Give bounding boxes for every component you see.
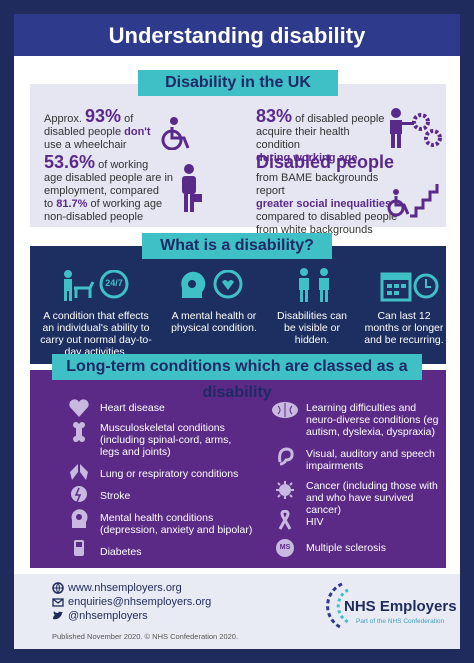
disability-definition-4: Can last 12 months or longer and be recu… <box>364 310 444 346</box>
stat-emphasis: don't <box>124 126 151 138</box>
stat-value: 93% <box>84 106 122 126</box>
stat-employment: 53.6% of working age disabled people are… <box>44 153 174 224</box>
mental-physical-icon <box>181 270 243 299</box>
stat-text: to <box>44 198 54 210</box>
infographic-card: Understanding disability Approx. 93% of … <box>14 14 460 649</box>
condition-mental-health: Mental health conditions (depression, an… <box>100 512 253 536</box>
stat-text: of <box>124 113 134 125</box>
condition-cancer: Cancer (including those with and who hav… <box>306 480 438 516</box>
disability-definition-2: A mental health or physical condition. <box>171 310 257 334</box>
stat-text: non-disabled people <box>44 211 144 223</box>
stat-text: from BAME backgrounds report <box>256 172 379 197</box>
condition-lung: Lung or respiratory conditions <box>100 468 239 480</box>
what-is-disability-banner: What is a disability? <box>142 233 332 259</box>
stat-text: use a wheelchair <box>44 139 127 151</box>
ms-badge-label: MS <box>279 544 291 551</box>
condition-learning-difficulties: Learning difficulties and neuro-diverse … <box>306 402 439 438</box>
stat-text: age disabled people are in <box>44 172 174 184</box>
calendar-clock-icon <box>380 272 439 302</box>
brain-icon <box>272 402 298 418</box>
bone-icon <box>73 422 85 442</box>
ear-icon <box>278 447 294 466</box>
conditions-panel: Heart disease Musculoskeletal conditions… <box>30 370 446 568</box>
ribbon-icon <box>278 510 292 530</box>
title-bar: Understanding disability <box>14 14 460 56</box>
person-briefcase-icon <box>182 164 202 212</box>
footer: www.nhsemployers.org enquiries@nhsemploy… <box>14 574 460 649</box>
clock-label: 24/7 <box>105 278 123 288</box>
lungs-icon <box>70 464 88 480</box>
condition-heart-disease: Heart disease <box>100 402 165 414</box>
heart-icon <box>69 399 89 417</box>
stat-bame: Disabled people from BAME backgrounds re… <box>256 153 406 237</box>
ms-badge-icon <box>276 539 294 557</box>
wheelchair-stairs-icon <box>387 184 439 218</box>
disability-uk-banner: Disability in the UK <box>138 70 338 96</box>
condition-musculoskeletal: Musculoskeletal conditions (including sp… <box>100 422 232 458</box>
people-icon <box>299 268 329 302</box>
stat-text: employment, compared <box>44 185 159 197</box>
stat-emphasis: greater social inequalities <box>256 198 392 210</box>
cancer-cell-icon <box>276 481 294 499</box>
stat-value: 83% <box>256 106 293 126</box>
stat-text: of working age <box>90 198 163 210</box>
footer-email-link[interactable]: enquiries@nhsemployers.org <box>68 596 212 608</box>
stat-emphasis: 81.7% <box>56 198 88 210</box>
stat-working-age: 83% of disabled people acquire their hea… <box>256 107 396 165</box>
footer-website-link[interactable]: www.nhsemployers.org <box>68 582 182 594</box>
condition-sensory-impairments: Visual, auditory and speech impairments <box>306 448 435 472</box>
wheelchair-icon <box>161 117 190 150</box>
condition-hiv: HIV <box>306 516 324 528</box>
twitter-icon <box>53 611 63 620</box>
condition-stroke: Stroke <box>100 490 131 502</box>
stat-emphasis: during working age <box>256 152 358 164</box>
stat-text: compared to disabled people <box>256 211 398 223</box>
disability-uk-panel: Approx. 93% of disabled people don't use… <box>30 84 446 236</box>
stat-text: disabled people <box>44 126 122 138</box>
footer-twitter-link[interactable]: @nhsemployers <box>68 610 148 622</box>
stat-text: acquire their health condition <box>256 126 350 151</box>
footer-published: Published November 2020. © NHS Confedera… <box>52 632 239 641</box>
disability-definition-3: Disabilities can be visible or hidden. <box>276 310 348 346</box>
nhs-employers-logo-subtext: Part of the NHS Confederation <box>356 618 445 625</box>
disability-definition-1: A condition that effects an individual's… <box>40 310 152 358</box>
stat-wheelchair: Approx. 93% of disabled people don't use… <box>44 107 154 152</box>
conditions-banner: Long-term conditions which are classed a… <box>52 354 422 401</box>
stat-prefix: Approx. <box>44 113 82 125</box>
brain-stroke-icon <box>71 486 87 503</box>
email-icon <box>52 598 64 607</box>
person-gears-icon <box>390 108 442 148</box>
nhs-employers-logo-mark <box>326 582 349 630</box>
stat-text: of working <box>98 159 149 171</box>
glucose-meter-icon <box>74 540 84 556</box>
stat-value: 53.6% <box>44 152 96 172</box>
what-is-disability-panel: 24/7 A condition th <box>30 246 446 364</box>
condition-multiple-sclerosis: Multiple sclerosis <box>306 542 386 554</box>
stat-value: Disabled people <box>256 152 395 172</box>
nhs-employers-logo-text: NHS Employers <box>344 598 457 615</box>
globe-icon <box>52 582 64 594</box>
condition-diabetes: Diabetes <box>100 546 142 558</box>
head-profile-icon <box>71 509 88 528</box>
stat-text: of disabled people <box>295 113 385 125</box>
page-title: Understanding disability <box>108 23 366 48</box>
guide-dog-clock-icon <box>64 270 129 301</box>
